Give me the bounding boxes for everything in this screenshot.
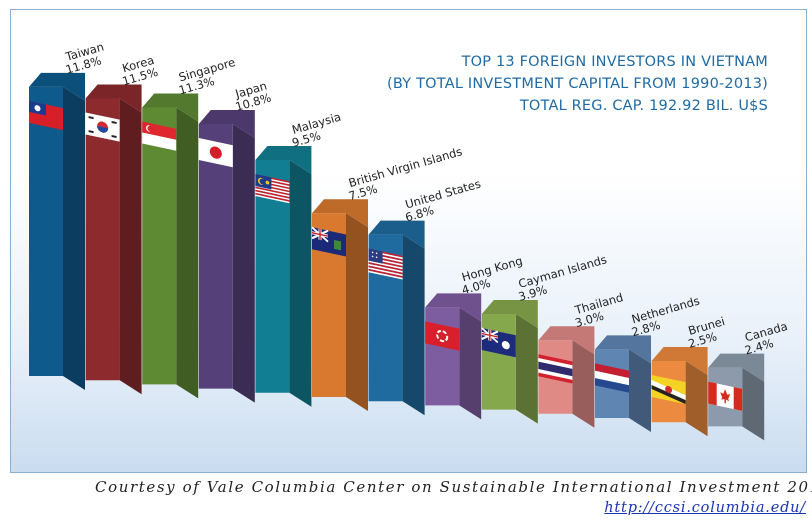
thailand-flag bbox=[538, 354, 573, 384]
category-label-6: United States bbox=[404, 177, 483, 212]
chart-canvas: Canada2.4%Brunei2.5%Netherlands2.8%Thail… bbox=[29, 40, 789, 441]
korea-flag bbox=[85, 112, 120, 142]
japan-flag bbox=[198, 138, 233, 168]
us-flag bbox=[368, 248, 403, 280]
cayman-flag bbox=[481, 327, 516, 358]
credit-text: Courtesy of Vale Columbia Center on Sust… bbox=[95, 478, 812, 496]
chart-subtitle: (BY TOTAL INVESTMENT CAPITAL FROM 1990-2… bbox=[387, 76, 768, 92]
category-label-7: Hong Kong bbox=[460, 254, 524, 285]
canada-flag bbox=[708, 381, 743, 411]
chart-frame: Canada 2.4% Brunei 2.5% Netherlands 2.8% Thail… bbox=[10, 9, 807, 473]
category-label-5: British Virgin Islands bbox=[347, 144, 464, 190]
category-label-10: Netherlands bbox=[630, 294, 701, 327]
chart-total: TOTAL REG. CAP. 192.92 BIL. U$S bbox=[519, 98, 768, 114]
category-label-8: Cayman Islands bbox=[517, 252, 609, 291]
bvi-flag bbox=[311, 226, 346, 257]
singapore-flag bbox=[142, 121, 177, 151]
taiwan-flag bbox=[29, 100, 63, 131]
hongkong-flag bbox=[425, 321, 460, 351]
netherlands-flag bbox=[595, 363, 629, 393]
malaysia-flag bbox=[255, 174, 290, 204]
brunei-flag bbox=[651, 374, 686, 405]
chart-title: TOP 13 FOREIGN INVESTORS IN VIETNAM bbox=[461, 54, 768, 70]
credit-link[interactable]: http://ccsi.columbia.edu/ bbox=[604, 500, 806, 516]
